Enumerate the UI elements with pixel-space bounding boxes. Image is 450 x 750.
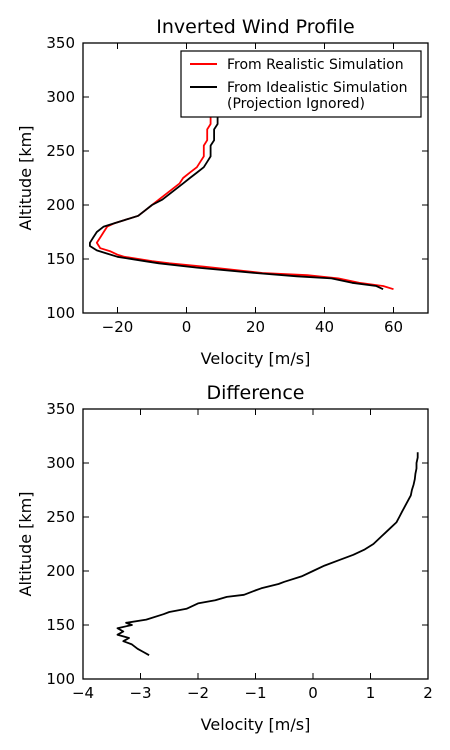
x-tick-label: 40 <box>315 318 334 336</box>
y-tick-label: 300 <box>46 88 75 106</box>
x-tick-label: −3 <box>129 684 151 702</box>
plot-frame <box>82 408 429 680</box>
x-tick-label: 0 <box>182 318 192 336</box>
x-tick-label: 0 <box>308 684 318 702</box>
x-tick-label: −2 <box>187 684 209 702</box>
x-tick-label: 1 <box>366 684 376 702</box>
legend-box <box>180 50 422 118</box>
x-tick-label: 20 <box>246 318 265 336</box>
x-tick-label: −4 <box>72 684 94 702</box>
y-tick-label: 100 <box>46 304 75 322</box>
plot-frame <box>82 42 429 314</box>
chart-title: Inverted Wind Profile <box>156 16 355 38</box>
x-axis-label: Velocity [m/s] <box>201 715 311 734</box>
x-tick-label: −1 <box>244 684 266 702</box>
y-tick-label: 100 <box>46 670 75 688</box>
chart-title: Difference <box>207 382 305 404</box>
series-line-2 <box>89 86 384 291</box>
legend-label-2: From Idealistic Simulation (Projection Ig… <box>227 80 408 112</box>
chart-1: Inverted Wind Profile −20 0 20 40 60 100 150 200… <box>16 16 429 368</box>
y-tick-label: 300 <box>46 454 75 472</box>
y-tick-label: 250 <box>46 142 75 160</box>
y-tick-label: 350 <box>46 400 75 418</box>
x-tick-label: 2 <box>423 684 433 702</box>
y-tick-label: 250 <box>46 508 75 526</box>
y-tick-label: 350 <box>46 34 75 52</box>
y-tick-label: 200 <box>46 196 75 214</box>
y-tick-label: 150 <box>46 616 75 634</box>
y-axis-label: Altitude [km] <box>16 492 35 597</box>
y-tick-label: 150 <box>46 250 75 268</box>
y-tick-label: 200 <box>46 562 75 580</box>
x-tick-label: 60 <box>384 318 403 336</box>
series-line-1 <box>116 452 419 656</box>
y-axis-label: Altitude [km] <box>16 126 35 231</box>
legend: From Realistic Simulation From Idealistic… <box>180 50 422 118</box>
x-axis-label: Velocity [m/s] <box>201 349 311 368</box>
legend-label-1: From Realistic Simulation <box>227 57 404 73</box>
chart-2: Difference −4 −3 −2 −1 0 1 2 100 150 200 250 300 350 V… <box>16 382 433 734</box>
x-tick-label: −20 <box>102 318 134 336</box>
